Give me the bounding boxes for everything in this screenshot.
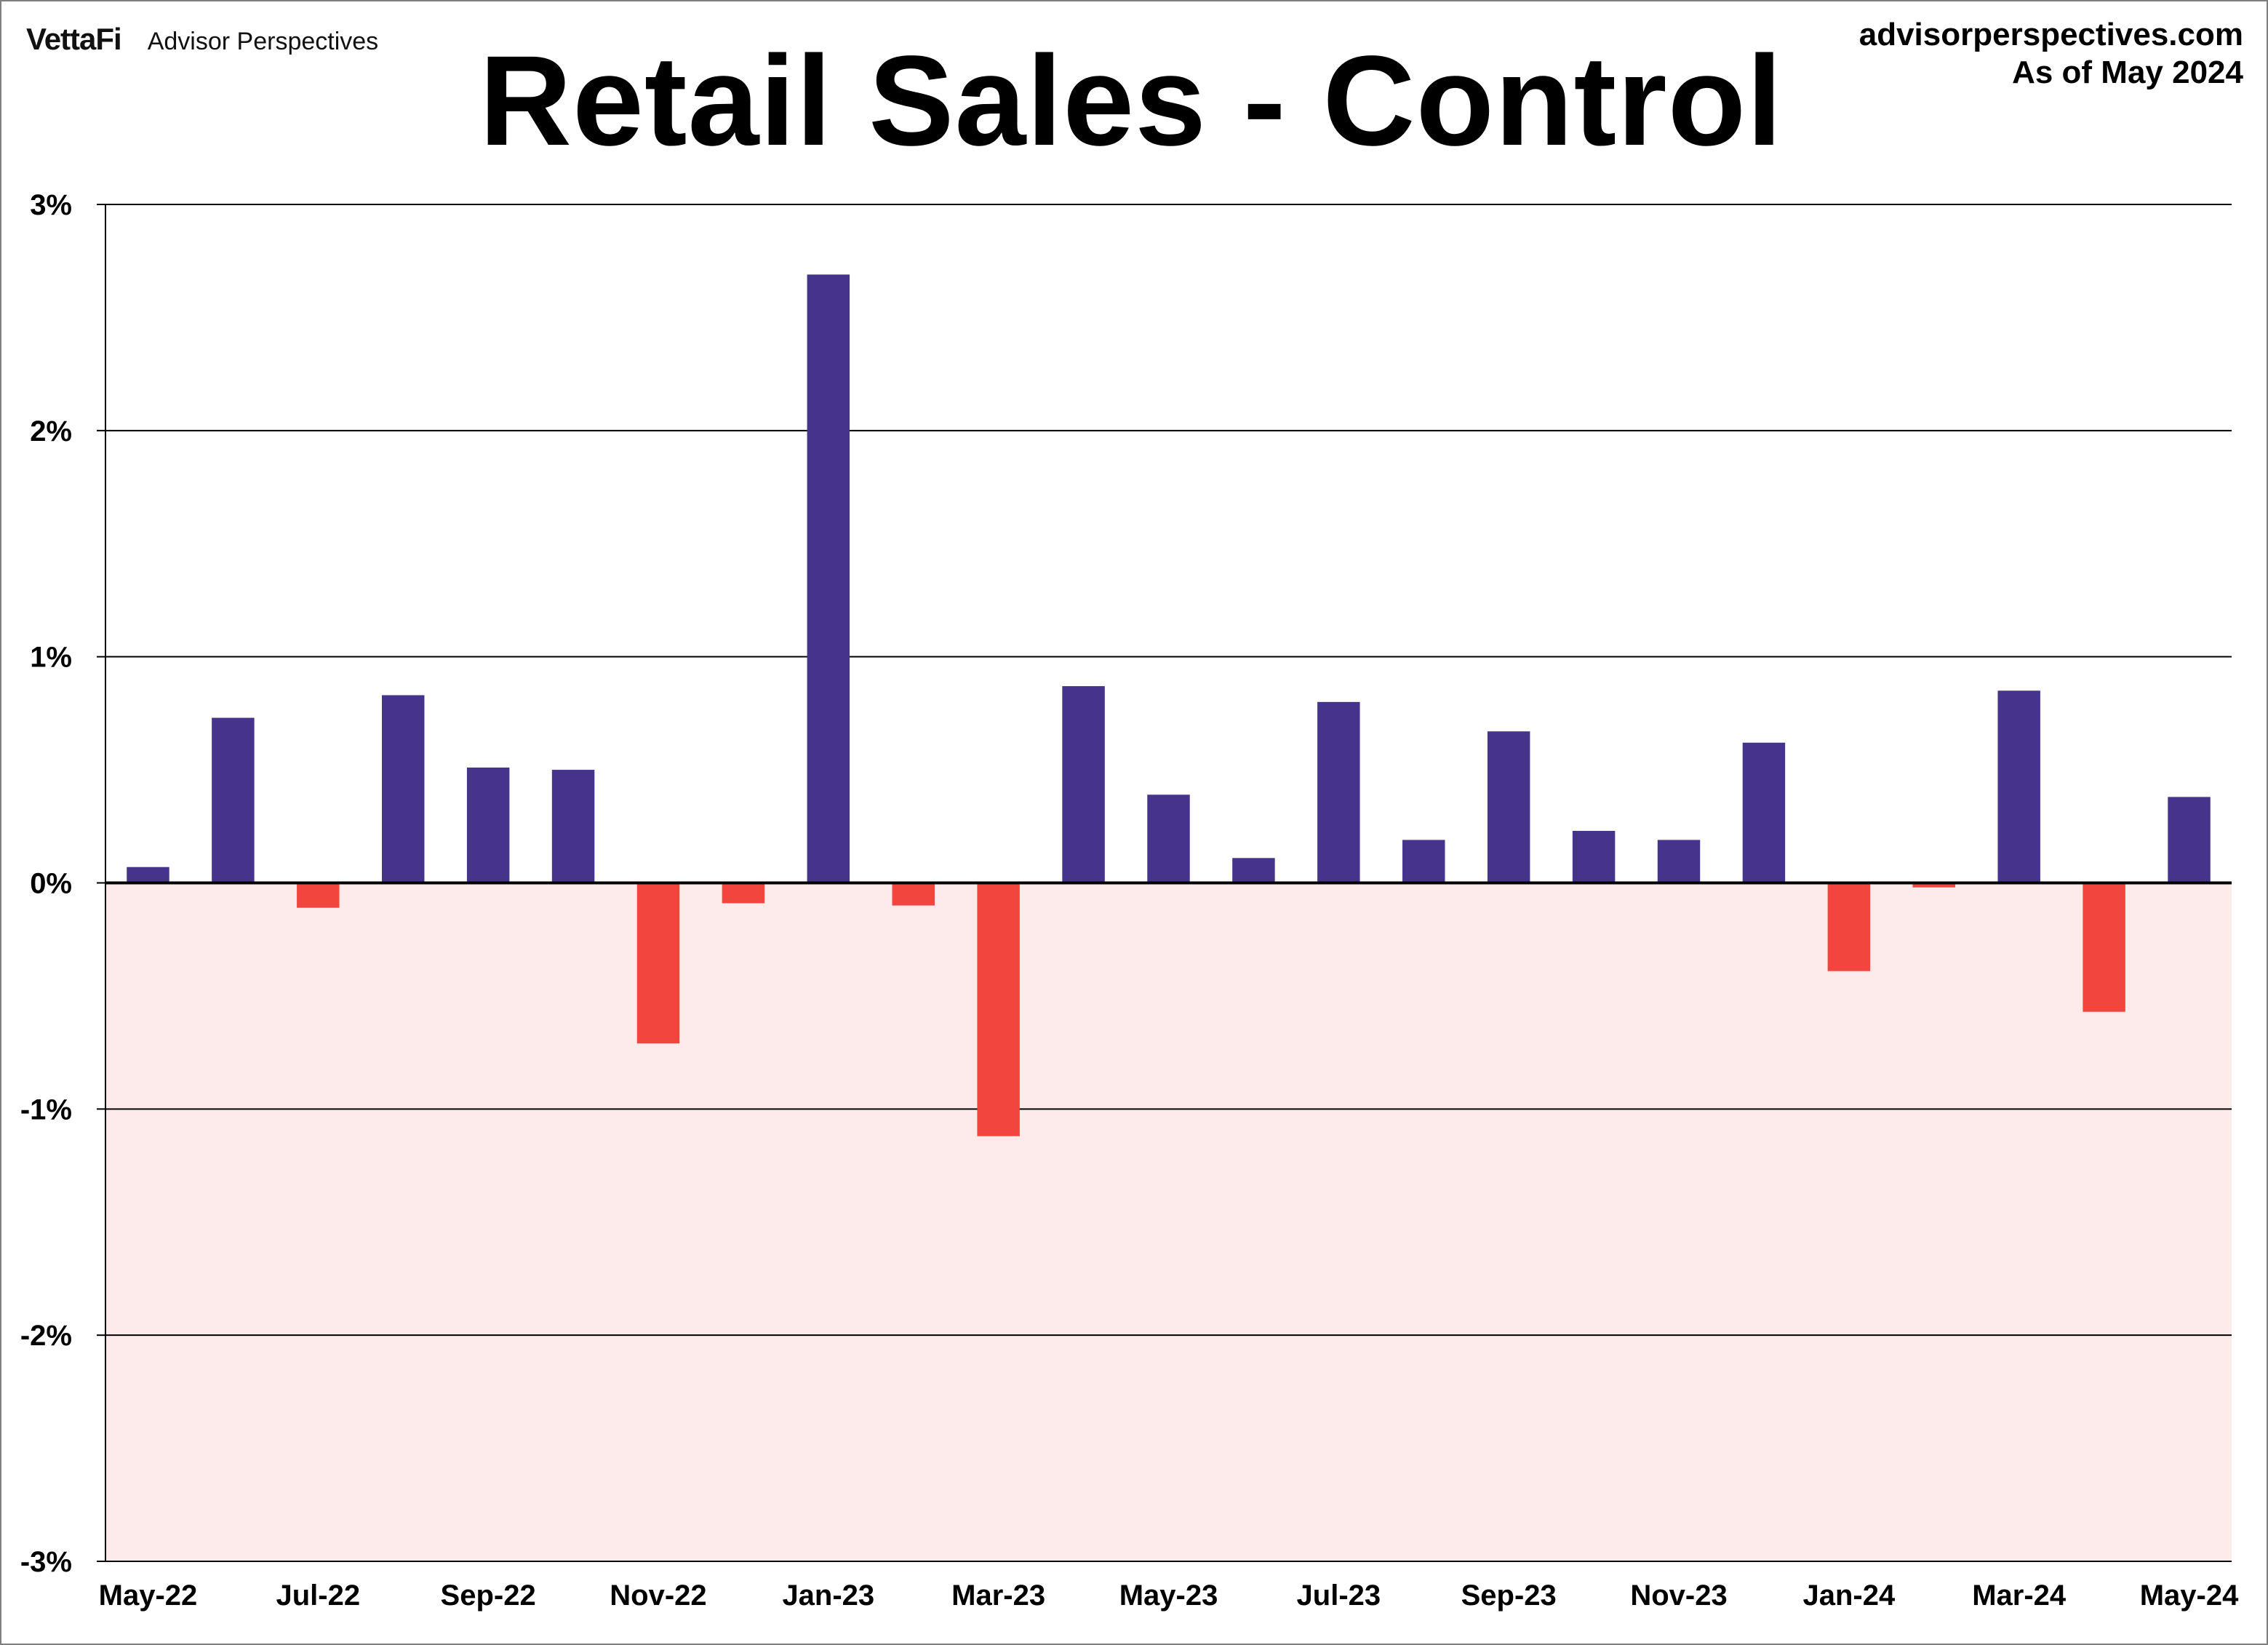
x-tick-label: Nov-22 [610,1580,706,1612]
source-url: advisorperspectives.com [1858,17,2243,52]
bar-nov-23 [1657,840,1701,883]
bars [127,274,2211,1136]
x-tick-label: May-23 [1119,1580,1218,1612]
y-tick-label: -2% [20,1320,72,1352]
bar-jun-23 [1232,858,1275,883]
bar-may-24 [2168,797,2211,883]
negative-region-shading [105,883,2232,1561]
x-tick-label: Mar-23 [951,1580,1045,1612]
x-tick-label: Sep-22 [441,1580,536,1612]
x-tick-label: Jul-22 [276,1580,360,1612]
bar-jan-24 [1827,883,1871,971]
y-tick-label: 2% [30,415,72,447]
bar-jul-22 [297,883,340,908]
bar-apr-24 [2083,883,2125,1012]
x-tick-label: Mar-24 [1972,1580,2067,1612]
bar-oct-22 [551,770,595,883]
plot-background [105,883,2232,1561]
bar-oct-23 [1572,831,1616,883]
bar-sep-23 [1487,731,1530,883]
bar-may-22 [127,867,169,883]
y-axis: 3% 2% 1% 0% -1% -2% -3% [20,189,106,1578]
x-tick-label: Jan-24 [1802,1580,1895,1612]
x-axis: May-22 Jul-22 Sep-22 Nov-22 Jan-23 Mar-23 May-… [99,1561,2239,1612]
x-tick-label: Sep-23 [1461,1580,1557,1612]
y-tick-label: -1% [20,1094,72,1126]
bar-feb-24 [1912,883,1956,888]
bar-aug-23 [1402,840,1445,883]
as-of-date: As of May 2024 [2012,55,2243,90]
bar-may-23 [1147,794,1190,883]
bar-dec-22 [722,883,765,904]
brand: VettaFi Advisor Perspectives [26,22,378,57]
bar-jun-22 [212,717,255,883]
bar-jan-23 [807,274,850,883]
x-tick-label: May-22 [99,1580,198,1612]
bar-jul-23 [1317,701,1360,883]
x-tick-label: Nov-23 [1630,1580,1727,1612]
bar-dec-23 [1742,742,1786,883]
y-tick-label: 1% [30,642,72,674]
bar-aug-22 [381,695,425,883]
bar-nov-22 [636,883,680,1044]
vettafi-logo: VettaFi [26,22,122,56]
bar-mar-23 [977,883,1020,1136]
y-tick-label: 3% [30,189,72,221]
bar-feb-23 [892,883,935,906]
bar-mar-24 [1997,690,2040,883]
bar-apr-23 [1062,686,1105,883]
x-tick-label: May-24 [2140,1580,2239,1612]
bar-sep-22 [466,767,510,883]
source-block: advisorperspectives.com As of May 2024 [1859,16,2243,92]
y-tick-label: -3% [20,1546,72,1578]
x-tick-label: Jul-23 [1297,1580,1381,1612]
brand-name: Advisor Perspectives [147,28,379,55]
y-tick-label: 0% [30,868,72,900]
x-tick-label: Jan-23 [782,1580,874,1612]
